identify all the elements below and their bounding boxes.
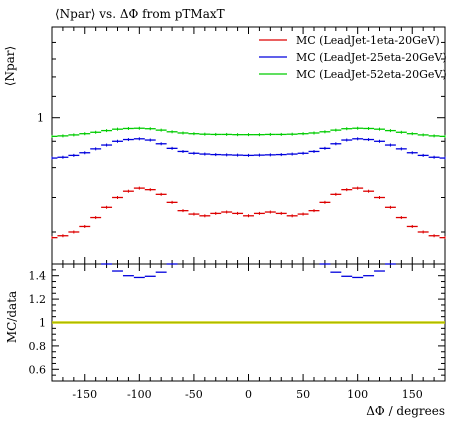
ratio-y-tick-label: 1.4 [29,270,47,283]
main-series-group [51,126,446,240]
ratio-y-tick-label: 1 [39,317,46,330]
series-1 [51,186,446,240]
chart-title: ⟨Npar⟩ vs. ΔΦ from pTMaxT [55,7,225,21]
ratio-series-1 [101,263,396,279]
x-tick-label: 50 [296,388,310,401]
ratio-y-tick-label: 0.6 [29,363,47,376]
legend: MC (LeadJet-1eta-20GeV) MC (LeadJet-25eta… [259,34,447,81]
legend-label-2: MC (LeadJet-25eta-20GeV) [296,51,447,64]
main-axis-ticks: 1 [37,27,446,264]
series-2 [51,137,446,160]
x-tick-label: -50 [185,388,203,401]
legend-label-1: MC (LeadJet-1eta-20GeV) [296,34,440,47]
x-tick-label: -150 [72,388,97,401]
ratio-y-tick-label: 1.2 [29,293,47,306]
x-axis-label: ΔΦ / degrees [366,404,445,418]
x-tick-label: 100 [347,388,368,401]
legend-label-3: MC (LeadJet-52eta-20GeV) [296,68,447,81]
x-tick-label: -100 [127,388,152,401]
main-y-axis-label: ⟨Npar⟩ [3,46,17,86]
main-y-tick-label: 1 [37,112,44,125]
x-tick-label: 0 [245,388,252,401]
ratio-y-tick-label: 0.8 [29,340,47,353]
ratio-y-axis-label: MC/data [5,291,19,343]
x-tick-label: 150 [402,388,423,401]
ratio-series-group [52,263,445,324]
ratio-axis-ticks: -150 -100 -50 0 50 100 150 0.6 0.8 1 1.2 1.4 [29,263,446,401]
series-3 [51,126,446,138]
